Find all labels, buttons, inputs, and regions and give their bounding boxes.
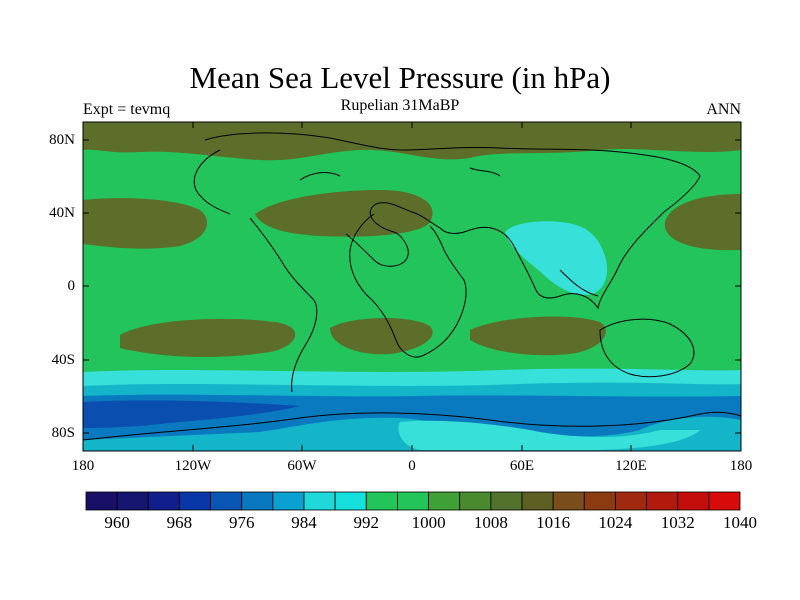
colorbar-box <box>521 491 554 511</box>
colorbar-box <box>490 491 523 511</box>
colorbar-label: 960 <box>104 513 130 532</box>
colorbar-label: 1016 <box>536 513 571 532</box>
colorbar-box <box>116 491 149 511</box>
field-high-satl <box>330 317 433 355</box>
colorbar-box <box>272 491 305 511</box>
colorbar-box <box>428 491 461 511</box>
field-high-spac <box>120 318 296 357</box>
field-high-natl <box>255 190 433 237</box>
colorbar-box <box>552 491 585 511</box>
colorbar-box <box>583 491 616 511</box>
colorbar-label: 1040 <box>723 513 757 532</box>
colorbar-label: 984 <box>291 513 317 532</box>
page-title: Mean Sea Level Pressure (in hPa) <box>189 60 611 95</box>
colorbar-box <box>85 491 118 511</box>
colorbar-box <box>241 491 274 511</box>
colorbar-box <box>334 491 367 511</box>
field-low-deep <box>83 400 300 428</box>
lon-tick-0: 0 <box>408 458 416 474</box>
field-low-monsoon <box>505 221 608 295</box>
tick-marks <box>83 122 741 451</box>
colorbar-label: 992 <box>353 513 380 532</box>
field-high-npac-e <box>664 194 741 251</box>
field-low-cyan-antarctic <box>398 420 700 450</box>
lat-tick-80n: 80N <box>49 132 75 148</box>
colorbar-box <box>646 491 679 511</box>
colorbar-box <box>615 491 647 511</box>
lon-tick-180e: 180 <box>729 458 753 474</box>
field-high-npac-w <box>83 198 208 249</box>
colorbar-box <box>210 491 243 511</box>
lat-tick-0: 0 <box>67 278 76 294</box>
lon-tick-180w: 180 <box>71 458 95 474</box>
colorbar-label: 976 <box>228 513 255 532</box>
colorbar-box <box>708 491 741 511</box>
lon-tick-60e: 60E <box>509 458 535 474</box>
lat-tick-40s: 40S <box>51 352 75 368</box>
lon-tick-60w: 60W <box>287 458 317 474</box>
colorbar-box <box>677 491 710 511</box>
colorbar <box>85 491 741 511</box>
colorbar-label: 1024 <box>598 513 633 532</box>
colorbar-box <box>303 491 336 511</box>
colorbar-box <box>365 491 398 511</box>
lon-tick-120e: 120E <box>615 458 647 474</box>
experiment-label: Expt = tevmq <box>83 101 171 118</box>
field-high-sind <box>470 316 606 356</box>
colorbar-label: 1032 <box>660 513 695 532</box>
colorbar-label: 968 <box>166 513 193 532</box>
colorbar-box <box>459 491 492 511</box>
season-label: ANN <box>706 101 741 118</box>
field-high-arctic <box>83 122 741 161</box>
colorbar-box <box>397 491 429 511</box>
lat-tick-80s: 80S <box>51 425 75 441</box>
lat-tick-40n: 40N <box>49 205 75 221</box>
lon-tick-120w: 120W <box>174 458 212 474</box>
coastlines <box>83 132 741 441</box>
colorbar-box <box>147 491 180 511</box>
subtitle: Rupelian 31MaBP <box>340 97 460 114</box>
colorbar-box <box>179 491 211 511</box>
colorbar-label: 1008 <box>473 513 508 532</box>
colorbar-label: 1000 <box>411 513 446 532</box>
